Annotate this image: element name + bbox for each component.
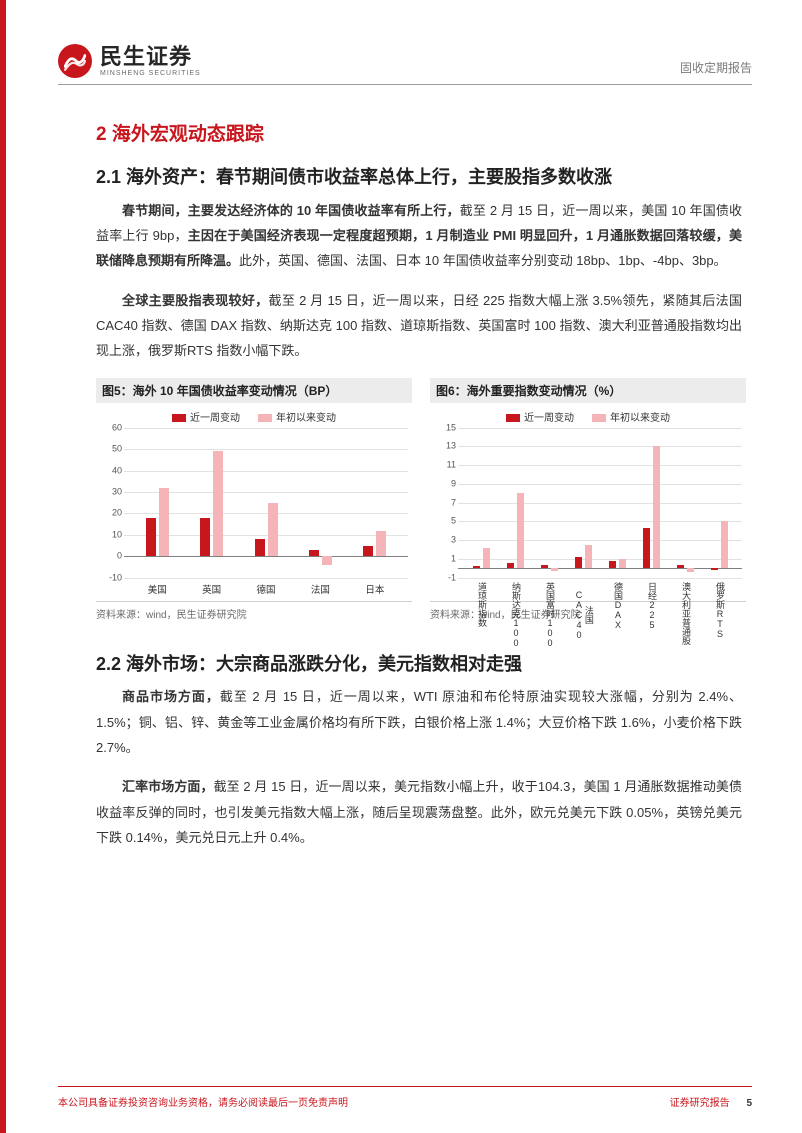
logo-svg — [64, 50, 86, 72]
footer-right-block: 证券研究报告 5 — [670, 1094, 752, 1109]
fig5-source: 资料来源：wind，民生证券研究院 — [96, 601, 412, 621]
fig6-legend-label-1: 年初以来变动 — [610, 413, 670, 424]
fig6-plot: -113579111315 — [458, 428, 742, 578]
footer-disclaimer: 本公司具备证券投资咨询业务资格，请务必阅读最后一页免责声明 — [58, 1094, 348, 1109]
fig6-legend-item-0: 近一周变动 — [506, 409, 574, 424]
footer-report-type: 证券研究报告 — [670, 1098, 730, 1109]
footer-rule — [58, 1086, 752, 1087]
fig5-xlabels: 美国英国德国法国日本 — [124, 578, 408, 596]
fig5-body: 近一周变动 年初以来变动 -100102030405060 美国英国德国法国日本 — [96, 403, 412, 595]
swatch-icon — [506, 414, 520, 422]
fig6-xlabels: 道琼斯指数纳斯达克100英国富时100法国CAC40德国DAX日经225澳大利亚… — [458, 578, 742, 648]
figure-5: 图5：海外 10 年国债收益率变动情况（BP） 近一周变动 年初以来变动 -10… — [96, 378, 412, 621]
fig5-legend-label-0: 近一周变动 — [190, 413, 240, 424]
page-header: 民生证券 MINSHENG SECURITIES 固收定期报告 — [58, 34, 752, 78]
charts-row: 图5：海外 10 年国债收益率变动情况（BP） 近一周变动 年初以来变动 -10… — [96, 378, 746, 621]
fig5-legend: 近一周变动 年初以来变动 — [100, 409, 408, 424]
brand-name: 民生证券 — [100, 46, 201, 68]
fig6-title: 图6：海外重要指数变动情况（%） — [430, 378, 746, 403]
paragraph-1: 春节期间，主要发达经济体的 10 年国债收益率有所上行，截至 2 月 15 日，… — [96, 198, 742, 274]
swatch-icon — [592, 414, 606, 422]
fig5-legend-item-0: 近一周变动 — [172, 409, 240, 424]
brand-logo-icon — [58, 44, 92, 78]
fig5-legend-item-1: 年初以来变动 — [258, 409, 336, 424]
swatch-icon — [172, 414, 186, 422]
subheading-2-1: 2.1 海外资产：春节期间债市收益率总体上行，主要股指多数收涨 — [96, 158, 752, 198]
section-heading: 2 海外宏观动态跟踪 — [96, 119, 752, 146]
fig6-legend-label-0: 近一周变动 — [524, 413, 574, 424]
paragraph-4: 汇率市场方面，截至 2 月 15 日，近一周以来，美元指数小幅上升，收于104.… — [96, 774, 742, 850]
paragraph-2: 全球主要股指表现较好，截至 2 月 15 日，近一周以来，日经 225 指数大幅… — [96, 288, 742, 364]
p1-bold-a: 春节期间，主要发达经济体的 10 年国债收益率有所上行， — [122, 203, 460, 218]
left-red-bar — [0, 0, 6, 1133]
p4-bold-a: 汇率市场方面， — [122, 779, 214, 794]
fig5-legend-label-1: 年初以来变动 — [276, 413, 336, 424]
fig6-legend: 近一周变动 年初以来变动 — [434, 409, 742, 424]
brand-subtitle: MINSHENG SECURITIES — [100, 70, 201, 77]
page-footer: 本公司具备证券投资咨询业务资格，请务必阅读最后一页免责声明 证券研究报告 5 — [58, 1094, 752, 1109]
subheading-2-2: 2.2 海外市场：大宗商品涨跌分化，美元指数相对走强 — [96, 645, 752, 685]
figure-6: 图6：海外重要指数变动情况（%） 近一周变动 年初以来变动 -113579111… — [430, 378, 746, 621]
fig5-plot: -100102030405060 — [124, 428, 408, 578]
page-number: 5 — [746, 1098, 752, 1109]
brand-block: 民生证券 MINSHENG SECURITIES — [58, 44, 201, 78]
brand-text: 民生证券 MINSHENG SECURITIES — [100, 46, 201, 77]
paragraph-3: 商品市场方面，截至 2 月 15 日，近一周以来，WTI 原油和布伦特原油实现较… — [96, 684, 742, 760]
header-rule — [58, 84, 752, 85]
p3-bold-a: 商品市场方面， — [122, 689, 220, 704]
fig6-body: 近一周变动 年初以来变动 -113579111315 道琼斯指数纳斯达克100英… — [430, 403, 746, 595]
fig5-title: 图5：海外 10 年国债收益率变动情况（BP） — [96, 378, 412, 403]
page: 民生证券 MINSHENG SECURITIES 固收定期报告 2 海外宏观动态… — [0, 0, 802, 1133]
p1-text-d: 此外，英国、德国、法国、日本 10 年国债收益率分别变动 18bp、1bp、-4… — [239, 253, 727, 268]
fig6-legend-item-1: 年初以来变动 — [592, 409, 670, 424]
swatch-icon — [258, 414, 272, 422]
doc-type: 固收定期报告 — [680, 59, 752, 78]
p2-bold-a: 全球主要股指表现较好， — [122, 293, 269, 308]
